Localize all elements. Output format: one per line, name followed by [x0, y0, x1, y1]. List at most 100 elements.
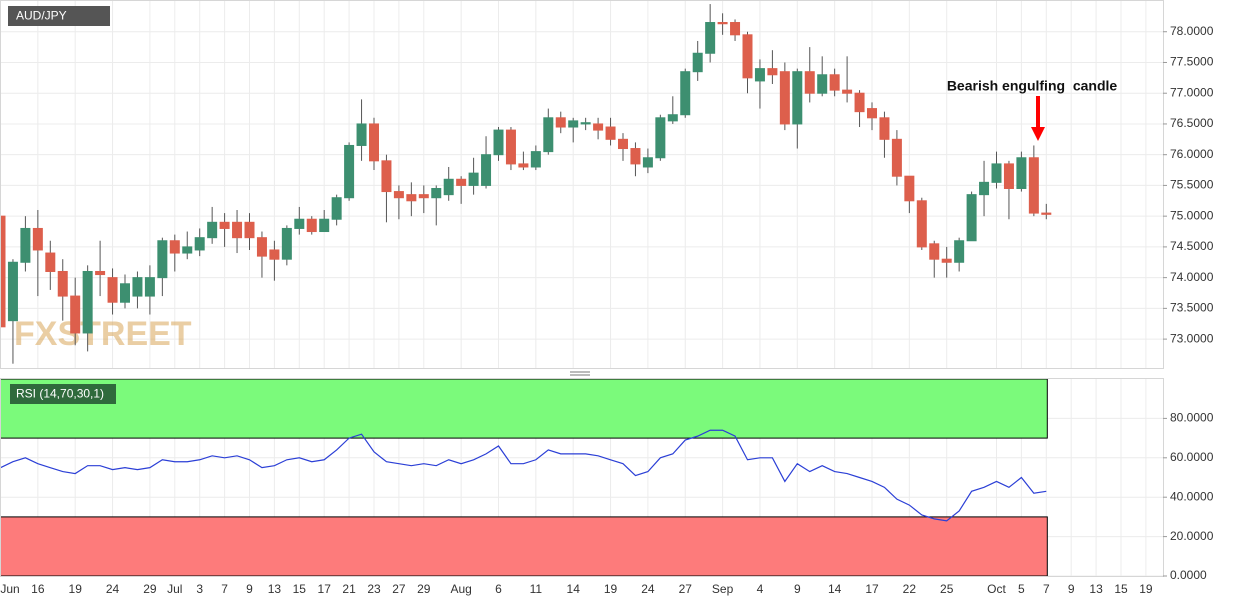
x-tick-label: Sep — [712, 582, 734, 596]
candle-body — [70, 295, 81, 334]
candle-body — [107, 277, 118, 303]
candle-body — [779, 71, 790, 125]
candle-body — [667, 114, 678, 122]
candle-body — [842, 89, 853, 94]
y-tick-label: 74.5000 — [1170, 239, 1214, 253]
y-tick-label: 78.0000 — [1170, 24, 1214, 38]
candle-body — [493, 129, 504, 156]
candle-body — [966, 194, 977, 242]
y-tick-label: 75.0000 — [1170, 208, 1214, 222]
symbol-label: AUD/JPY — [16, 9, 67, 23]
candle-body — [45, 252, 56, 272]
candle-body — [144, 277, 155, 297]
x-tick-label: 9 — [246, 582, 253, 596]
candle-body — [319, 218, 330, 233]
candle-body — [294, 218, 305, 229]
candle-body — [443, 178, 454, 196]
candle-body — [580, 122, 591, 125]
candle-body — [456, 178, 467, 186]
candle-body — [381, 160, 392, 193]
y-tick-label: 20.0000 — [1170, 529, 1214, 543]
y-tick-label: 0.0000 — [1170, 568, 1207, 582]
candle-body — [555, 117, 566, 128]
candle-body — [468, 172, 479, 186]
candle-body — [1003, 163, 1014, 189]
x-tick-label: 14 — [567, 582, 581, 596]
candle-body — [705, 22, 716, 54]
candle-body — [82, 270, 93, 334]
y-tick-label: 74.0000 — [1170, 270, 1214, 284]
x-tick-label: 19 — [69, 582, 83, 596]
rsi-panel-border — [0, 378, 1164, 577]
x-tick-label: 5 — [1018, 582, 1025, 596]
rsi-line — [0, 429, 1047, 522]
candle-body — [369, 123, 379, 162]
candle-body — [95, 270, 106, 276]
candle-body — [891, 138, 902, 177]
annotation-arrowhead — [1031, 127, 1045, 141]
y-tick-label: 73.0000 — [1170, 331, 1214, 345]
candle-body — [605, 126, 616, 140]
candle-body — [256, 237, 267, 257]
x-tick-label: 3 — [196, 582, 203, 596]
candle-body — [767, 68, 778, 76]
candle-body — [817, 74, 828, 94]
candle-body — [754, 68, 765, 82]
y-tick-label: 80.0000 — [1170, 411, 1214, 425]
candle-body — [954, 240, 965, 263]
oversold-zone — [0, 516, 1048, 577]
candle-body — [730, 22, 741, 36]
x-tick-label: 17 — [865, 582, 879, 596]
rsi-zones — [0, 378, 1048, 577]
overbought-zone — [0, 378, 1048, 439]
candle-body — [393, 191, 404, 199]
candle-body — [630, 148, 641, 165]
x-tick-label: 7 — [221, 582, 228, 596]
candle-body — [642, 157, 653, 168]
panel-divider-handle[interactable] — [570, 371, 590, 376]
candle-body — [1041, 212, 1052, 215]
candle-body — [57, 270, 68, 297]
x-tick-label: 19 — [604, 582, 618, 596]
x-tick-label: 9 — [1068, 582, 1075, 596]
x-tick-label: 9 — [794, 582, 801, 596]
candle-body — [306, 218, 317, 233]
candle-body — [418, 194, 429, 199]
candle-body — [680, 71, 691, 116]
y-tick-label: 75.5000 — [1170, 178, 1214, 192]
candle-body — [1028, 157, 1039, 214]
y-tick-label: 73.5000 — [1170, 301, 1214, 315]
candle-body — [356, 123, 367, 146]
y-tick-label: 77.0000 — [1170, 85, 1214, 99]
x-tick-label: 27 — [392, 582, 406, 596]
candle-body — [406, 194, 417, 202]
candle-body — [169, 240, 180, 254]
y-tick-label: 40.0000 — [1170, 489, 1214, 503]
candle-body — [269, 249, 280, 260]
y-tick-label: 77.5000 — [1170, 55, 1214, 69]
x-tick-label: Oct — [987, 582, 1006, 596]
candle-body — [431, 187, 442, 199]
candle-body — [618, 138, 628, 150]
marks — [0, 4, 1052, 522]
x-tick-label: 21 — [342, 582, 356, 596]
x-tick-label: 22 — [903, 582, 917, 596]
x-tick-label: 23 — [367, 582, 381, 596]
x-tick-label: 4 — [757, 582, 764, 596]
candle-body — [530, 151, 541, 168]
candle-body — [1016, 157, 1027, 189]
candle-body — [829, 74, 840, 91]
annotation: Bearish engulfing candle — [947, 78, 1118, 94]
x-tick-label: Jul — [167, 582, 182, 596]
x-tick-label: 17 — [318, 582, 332, 596]
rsi-box — [10, 384, 116, 404]
x-tick-label: 19 — [1139, 582, 1153, 596]
candle-body — [867, 108, 877, 119]
y-tick-label: 76.0000 — [1170, 147, 1214, 161]
x-tick-label: 25 — [940, 582, 954, 596]
candle-body — [543, 117, 554, 153]
candle-body — [120, 283, 130, 303]
price-panel-border — [0, 0, 1164, 369]
watermark: FXSTREET — [14, 315, 192, 353]
